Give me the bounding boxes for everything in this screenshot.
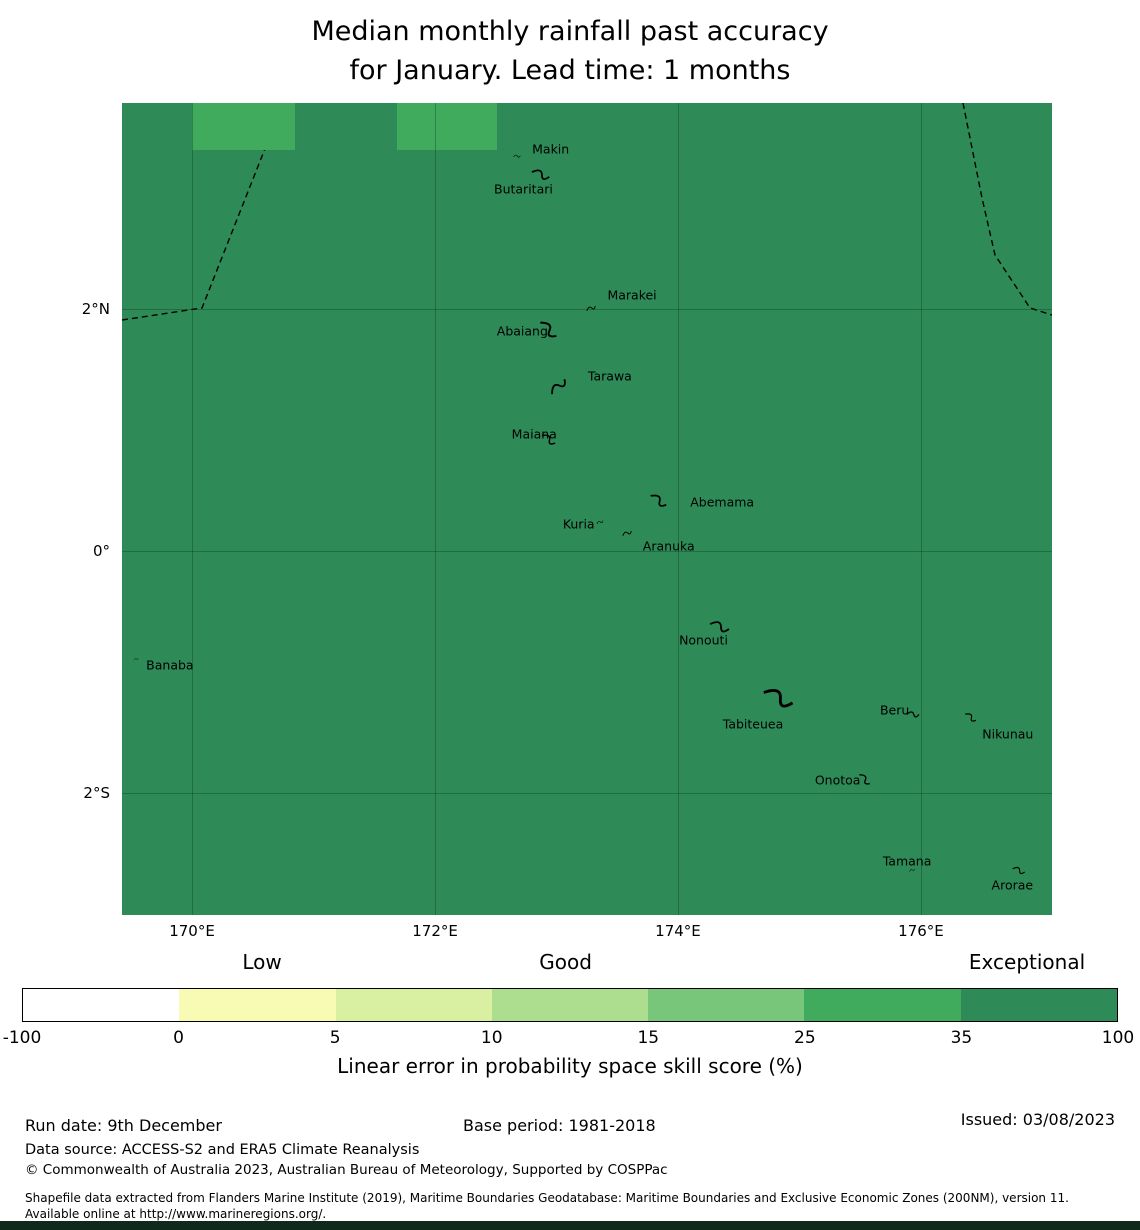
- island-label-banaba: Banaba: [146, 657, 194, 673]
- island-shape-kuria: [592, 514, 608, 530]
- island-shape-tabiteuea: [762, 689, 793, 708]
- island-label-butaritari: Butaritari: [494, 181, 553, 197]
- island-shape-tamana: [904, 862, 920, 878]
- quality-label-exceptional: Exceptional: [968, 950, 1086, 974]
- island-shape-butaritari: [530, 166, 550, 182]
- colorbar-axis-label: Linear error in probability space skill …: [337, 1054, 803, 1078]
- x-tick-label: 176°E: [898, 922, 944, 940]
- island-label-nikunau: Nikunau: [982, 726, 1034, 742]
- quality-label-low: Low: [242, 950, 282, 974]
- colorbar-segment: [804, 989, 961, 1021]
- island-label-abemama: Abemama: [690, 494, 755, 510]
- figure-title: Median monthly rainfall past accuracy fo…: [0, 12, 1140, 90]
- island-label-tarawa: Tarawa: [587, 368, 632, 384]
- island-shape-abemama: [650, 492, 667, 508]
- colorbar-segment: [491, 989, 649, 1021]
- colorbar-tick-label: 25: [794, 1028, 816, 1048]
- gridline-vertical: [435, 103, 437, 915]
- island-label-tabiteuea: Tabiteuea: [722, 716, 784, 732]
- colorbar: [22, 988, 1118, 1022]
- island-shape-aranuka: [619, 525, 635, 541]
- skill-score-cell: [397, 103, 497, 150]
- island-label-maiana: Maiana: [511, 426, 557, 442]
- gridline-horizontal: [122, 550, 1052, 552]
- colorbar-segment: [960, 989, 1117, 1021]
- colorbar-tick-label: 35: [950, 1028, 973, 1048]
- colorbar-tick-label: -100: [2, 1028, 42, 1048]
- eez-boundary-left: [122, 103, 284, 321]
- shapefile-note-text: Shapefile data extracted from Flanders M…: [25, 1191, 1069, 1222]
- colorbar-tick-label: 100: [1101, 1028, 1135, 1048]
- issued-date-text: Issued: 03/08/2023: [960, 1110, 1115, 1129]
- map-area: Makin Butaritari Marakei Abaiang Tarawa Maian…: [122, 103, 1052, 915]
- island-shape-maiana: [541, 431, 557, 447]
- island-shape-nonouti: [709, 618, 730, 634]
- figure-title-line2: for January. Lead time: 1 months: [349, 55, 791, 86]
- bottom-edge-bar: [0, 1221, 1140, 1230]
- skill-score-cell: [192, 103, 296, 150]
- island-shape-banaba: [128, 651, 144, 667]
- colorbar-tick-label: 10: [480, 1028, 503, 1048]
- x-tick-label: 170°E: [169, 922, 215, 940]
- island-shape-abaiang: [540, 321, 557, 338]
- figure-title-line1: Median monthly rainfall past accuracy: [311, 16, 829, 47]
- island-label-abaiang: Abaiang: [496, 323, 548, 339]
- gridline-vertical: [677, 103, 679, 915]
- island-shape-onotoa: [857, 771, 873, 787]
- island-shape-nikunau: [963, 709, 979, 725]
- colorbar-segment: [179, 989, 336, 1021]
- colorbar-tick-label: 5: [329, 1028, 341, 1048]
- island-shape-marakei: [583, 300, 599, 316]
- gridline-horizontal: [122, 793, 1052, 795]
- gridline-vertical: [920, 103, 922, 915]
- y-tick-label: 2°S: [83, 784, 110, 803]
- y-axis: 2°N 0° 2°S: [0, 103, 114, 915]
- island-label-kuria: Kuria: [562, 516, 595, 532]
- island-shape-beru: [905, 706, 921, 722]
- x-tick-label: 174°E: [655, 922, 701, 940]
- data-source-text: Data source: ACCESS-S2 and ERA5 Climate …: [25, 1142, 420, 1158]
- eez-boundary-lines: [122, 103, 1052, 321]
- colorbar-segment: [23, 989, 180, 1021]
- colorbar-ticks: -100 0 5 10 15 25 35 100: [3, 1028, 1135, 1048]
- eez-boundary-right: [962, 103, 1052, 316]
- island-label-tamana: Tamana: [882, 853, 932, 869]
- colorbar-segment: [648, 989, 805, 1021]
- x-axis: 170°E 172°E 174°E 176°E: [122, 922, 1052, 946]
- island-shape-arorae: [1011, 862, 1027, 878]
- x-tick-label: 172°E: [412, 922, 458, 940]
- island-label-arorae: Arorae: [991, 877, 1034, 893]
- quality-label-good: Good: [539, 950, 592, 974]
- island-label-nonouti: Nonouti: [679, 632, 728, 648]
- y-tick-label: 0°: [92, 541, 110, 560]
- island-shape-tarawa: [550, 378, 566, 394]
- island-label-marakei: Marakei: [607, 287, 657, 303]
- colorbar-tick-label: 0: [173, 1028, 184, 1048]
- island-label-aranuka: Aranuka: [642, 538, 695, 554]
- colorbar-quality-labels: Low Good Exceptional: [22, 950, 1118, 980]
- island-label-beru: Beru: [879, 702, 910, 718]
- island-shape-makin: [509, 148, 525, 164]
- island-label-makin: Makin: [532, 141, 570, 157]
- copyright-text: © Commonwealth of Australia 2023, Austra…: [25, 1162, 668, 1178]
- island-label-onotoa: Onotoa: [814, 772, 861, 788]
- run-date-text: Run date: 9th December: [25, 1116, 222, 1135]
- gridline-vertical: [192, 103, 194, 915]
- colorbar-tick-label: 15: [637, 1028, 660, 1048]
- base-period-text: Base period: 1981-2018: [463, 1116, 656, 1135]
- y-tick-label: 2°N: [81, 300, 110, 318]
- colorbar-segment: [335, 989, 492, 1021]
